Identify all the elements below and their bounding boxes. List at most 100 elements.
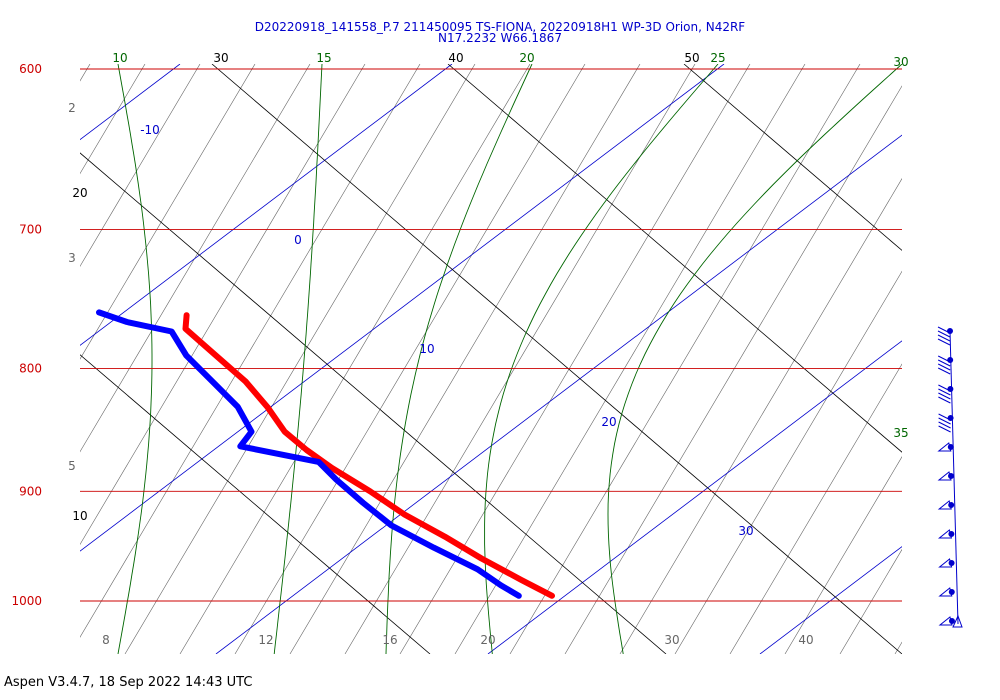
mixing-ratio-line [399, 64, 751, 654]
top-axis-label: 30 [213, 51, 228, 65]
title-line-1: D20220918_141558_P.7 211450095 TS-FIONA,… [254, 20, 746, 34]
moist-adiabat-curve [117, 64, 153, 654]
pressure-tick-label: 900 [19, 484, 42, 498]
mixing-ratio-label: 2 [68, 101, 76, 115]
isotherm-line [80, 64, 181, 141]
wind-staff-line [949, 330, 959, 625]
wind-barb-feather [937, 338, 951, 346]
dewpoint-profile-line [96, 309, 522, 599]
wind-barb-feather [938, 388, 951, 396]
mixing-ratio-line [509, 64, 861, 654]
pressure-tick-label: 600 [19, 62, 42, 76]
mixing-ratio-line [80, 64, 311, 453]
wind-barb-column [937, 326, 963, 628]
dry-adiabat-label: 20 [72, 186, 87, 200]
wind-barb-feather [937, 359, 951, 367]
isotherm-label: 20 [601, 415, 616, 429]
mixing-ratio-line [784, 456, 902, 654]
isobar-lines [80, 68, 902, 602]
isotherm-line [80, 64, 453, 346]
top-axis-label: 25 [710, 51, 725, 65]
pressure-tick-label: 700 [19, 223, 42, 237]
wind-barb-feather [938, 417, 951, 425]
wind-barb-feather [937, 363, 951, 371]
wind-barb-dot [947, 328, 953, 334]
mixing-ratio-line [729, 363, 902, 654]
top-axis-label: 15 [316, 51, 331, 65]
wind-barb-dot [947, 386, 954, 392]
sounding-profiles [96, 309, 555, 599]
mixing-ratio-line [950, 64, 1000, 654]
wind-barb-feather [938, 425, 951, 433]
wind-pennant [938, 587, 953, 597]
mixing-ratio-line [80, 64, 146, 175]
mixing-ratio-bottom-label: 30 [664, 633, 679, 647]
pressure-tick-label: 800 [19, 362, 42, 376]
wind-barb-feather [937, 326, 951, 334]
isotherm-label: 0 [294, 233, 302, 247]
isotherm-line [487, 340, 902, 654]
isotherm-line [80, 64, 725, 552]
wind-pennant [937, 500, 952, 510]
mixing-ratio-line [80, 64, 421, 638]
mixing-ratio-bottom-label: 8 [102, 633, 110, 647]
top-axis-label: 10 [112, 51, 127, 65]
moist-adiabat-lines [117, 64, 902, 654]
isotherm-line [215, 134, 902, 654]
mixing-ratio-line [124, 64, 476, 654]
mixing-ratio-line [454, 64, 806, 654]
dry-adiabat-line [211, 64, 902, 654]
mixing-ratio-line [344, 64, 696, 654]
mixing-ratio-label: 5 [68, 459, 76, 473]
top-axis-label: 20 [519, 51, 534, 65]
wind-pennant [937, 471, 952, 481]
temperature-profile-line [182, 312, 555, 599]
mixing-ratio-line [80, 64, 201, 267]
mixing-ratio-label: 3 [68, 251, 76, 265]
wind-barb-feather [938, 421, 951, 429]
mixing-ratio-line [674, 270, 902, 654]
wind-barb-feather [938, 384, 951, 392]
mixing-ratio-line [289, 64, 641, 654]
mixing-ratio-bottom-label: 40 [798, 633, 813, 647]
wind-pennant [938, 558, 953, 568]
dry-adiabat-line [920, 64, 1000, 654]
mixing-ratio-line [234, 64, 586, 654]
mixing-ratio-bottom-label: 20 [480, 633, 495, 647]
isotherm-label: -10 [140, 123, 160, 137]
wind-barb-feather [938, 396, 951, 404]
wind-barb-feather [937, 330, 951, 338]
wind-barb-feather [937, 355, 951, 363]
moist-adiabat-curve [484, 64, 719, 654]
moist-adiabat-curve [385, 64, 533, 654]
wind-pennant [937, 442, 952, 452]
mixing-ratio-bottom-label: 16 [382, 633, 397, 647]
pressure-tick-label: 1000 [11, 594, 42, 608]
moist-adiabat-curve [273, 64, 323, 654]
mixing-ratio-line [179, 64, 531, 654]
isotherm-line [759, 546, 902, 654]
mixing-ratio-bottom-label: 12 [258, 633, 273, 647]
top-axis-label: 50 [684, 51, 699, 65]
wind-barb-dot [947, 415, 954, 421]
mixing-ratio-line [839, 548, 902, 654]
top-axis-label: 30 [893, 55, 908, 69]
wind-barb-feather [937, 334, 951, 342]
wind-staff-end [952, 614, 963, 628]
dry-adiabat-line [80, 354, 431, 654]
wind-pennant [937, 529, 953, 539]
wind-barb-dot [947, 357, 954, 363]
top-axis-label: 40 [448, 51, 463, 65]
chart-title: D20220918_141558_P.7 211450095 TS-FIONA,… [0, 20, 1000, 44]
wind-barb-feather [938, 413, 951, 421]
footer-version: Aspen V3.4.7, 18 Sep 2022 14:43 UTC [4, 675, 253, 690]
moist-adiabat-curve [607, 64, 902, 654]
mixing-ratio-line [564, 85, 902, 654]
mixing-ratio-line [619, 178, 902, 654]
dry-adiabat-line [447, 64, 902, 453]
dry-adiabat-lines [80, 64, 1000, 654]
isotherm-lines [80, 64, 902, 654]
isotherm-label: 30 [738, 524, 753, 538]
mixing-ratio-line [80, 64, 91, 82]
